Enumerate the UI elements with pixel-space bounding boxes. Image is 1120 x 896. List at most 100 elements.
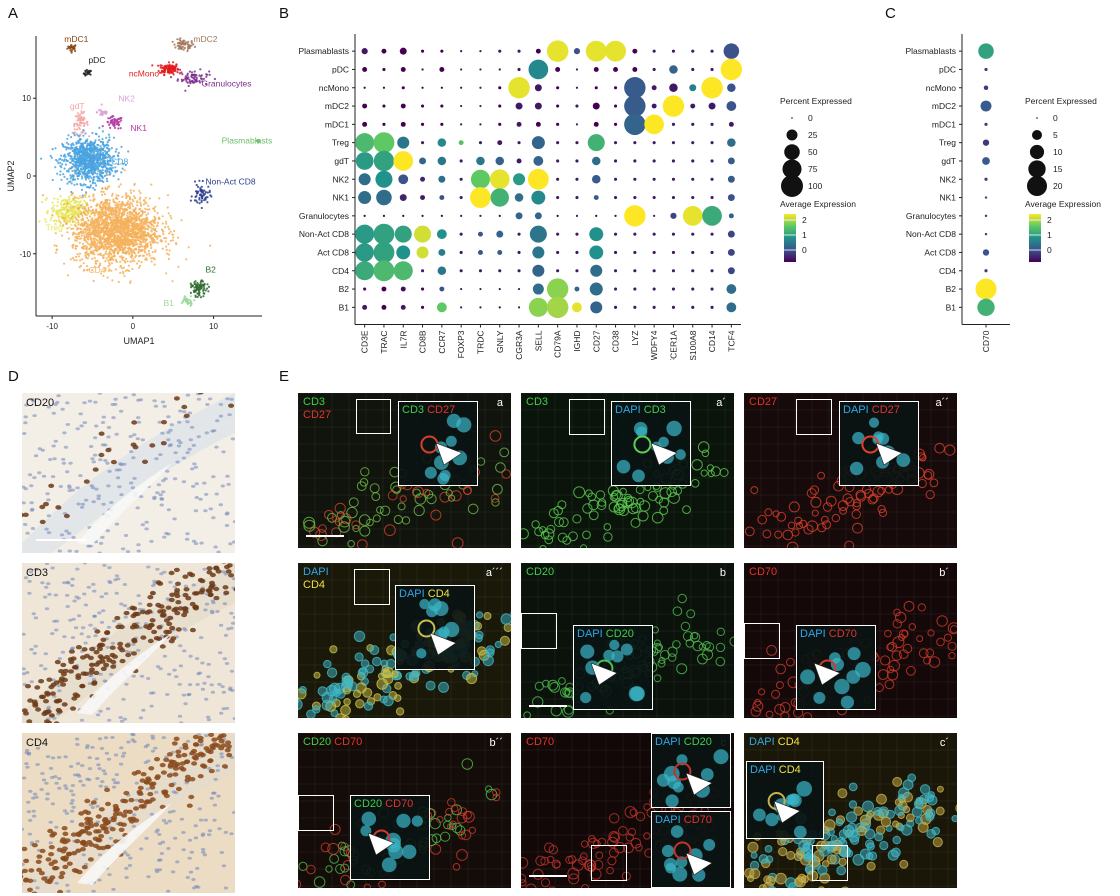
umap-cell-point [71, 163, 75, 166]
dotplot-dot [613, 177, 618, 181]
umap-cell-point [106, 230, 109, 233]
ihc-stained-cell [50, 682, 57, 687]
umap-cell-point [77, 150, 80, 153]
ihc-nucleus [176, 439, 181, 443]
ihc-nucleus [165, 469, 170, 473]
umap-cell-point [193, 299, 196, 302]
umap-cell-point [106, 120, 109, 123]
umap-cell-point [183, 46, 186, 50]
umap-cell-point [136, 238, 139, 242]
ihc-nucleus [194, 496, 199, 499]
dotplot-dot [498, 269, 502, 273]
umap-cell-point [98, 157, 101, 160]
dotplot-dot [355, 152, 374, 170]
ihc-nucleus [138, 398, 144, 402]
size-legend-label: 0 [808, 113, 813, 123]
ihc-nucleus [99, 595, 105, 599]
umap-cell-point [117, 203, 120, 206]
ihc-nucleus [56, 684, 61, 688]
umap-cell-point [114, 237, 117, 240]
ihc-nucleus [28, 818, 33, 822]
umap-cell-point [175, 63, 178, 66]
umap-cell-point [130, 216, 133, 219]
umap-cell-point [138, 198, 141, 201]
dotplot-dot [535, 121, 541, 127]
dotplot-dot [421, 214, 424, 217]
umap-cell-point [92, 243, 95, 246]
ihc-stained-cell [72, 692, 79, 697]
umap-cell-point [187, 246, 190, 249]
ihc-stained-cell [166, 621, 173, 627]
ihc-nucleus [23, 576, 29, 580]
umap-cell-point [196, 185, 200, 188]
umap-cell-point [80, 163, 83, 166]
ihc-nucleus [224, 524, 230, 527]
ihc-nucleus [105, 529, 111, 533]
umap-cell-point [54, 232, 57, 235]
ihc-nucleus [159, 497, 165, 501]
umap-cluster-label: mDC2 [193, 34, 217, 44]
ihc-nucleus [118, 462, 123, 466]
umap-cell-point [95, 234, 99, 237]
size-legend-label: 20 [1053, 181, 1063, 191]
ihc-nucleus [229, 397, 234, 401]
umap-cell-point [203, 287, 206, 290]
umap-cell-point [145, 213, 148, 216]
ihc-nucleus [23, 523, 28, 526]
ihc-nucleus [97, 551, 102, 553]
umap-cell-point [114, 150, 117, 153]
ihc-nucleus [196, 435, 201, 439]
umap-cell-point [71, 212, 74, 216]
dotplot-dot [671, 305, 676, 309]
umap-cell-point [50, 156, 53, 159]
dotplot-dot [590, 264, 603, 277]
ihc-nucleus [185, 420, 190, 424]
umap-cell-point [69, 217, 72, 220]
umap-cell-point [71, 244, 74, 248]
umap-cell-point [198, 196, 201, 199]
ihc-nucleus [25, 671, 30, 675]
umap-cell-point [187, 40, 190, 43]
ihc-nucleus [66, 531, 72, 535]
umap-cell-point [194, 290, 197, 293]
umap-cell-point [129, 189, 132, 192]
umap-cell-point [163, 67, 166, 70]
umap-cell-point [112, 160, 115, 163]
umap-cell-point [67, 143, 70, 146]
ihc-nucleus [159, 852, 165, 855]
panel-letter-b: B [279, 5, 290, 22]
umap-cell-point [84, 247, 87, 250]
ihc-stained-cell [110, 459, 117, 465]
dotplot-row-label: NK2 [939, 174, 956, 184]
ihc-nucleus [227, 413, 232, 417]
ihc-stained-cell [46, 720, 53, 723]
umap-cell-point [119, 203, 122, 206]
umap-cell-point [77, 235, 80, 238]
umap-cell-point [89, 186, 92, 189]
umap-cell-point [112, 222, 115, 225]
umap-cell-point [92, 195, 95, 198]
umap-cell-point [123, 212, 126, 215]
umap-cell-point [130, 251, 133, 254]
umap-cell-point [96, 179, 99, 182]
umap-cell-point [173, 43, 176, 46]
umap-cell-point [66, 227, 69, 230]
ihc-nucleus [214, 445, 219, 449]
ihc-nucleus [146, 677, 151, 680]
ihc-nucleus [106, 435, 111, 439]
ihc-nucleus [52, 457, 57, 461]
umap-cell-point [73, 134, 76, 137]
ihc-nucleus [179, 746, 184, 750]
umap-cell-point [80, 204, 83, 207]
umap-cell-point [107, 186, 110, 189]
umap-cell-point [173, 68, 176, 71]
ihc-nucleus [154, 457, 159, 461]
umap-cell-point [138, 215, 141, 218]
umap-cell-point [167, 71, 170, 74]
umap-cell-point [99, 206, 102, 209]
umap-cell-point [89, 69, 92, 73]
umap-cell-point [198, 198, 201, 201]
umap-cell-point [70, 50, 73, 53]
umap-cell-point [92, 237, 95, 240]
umap-cell-point [80, 118, 83, 121]
